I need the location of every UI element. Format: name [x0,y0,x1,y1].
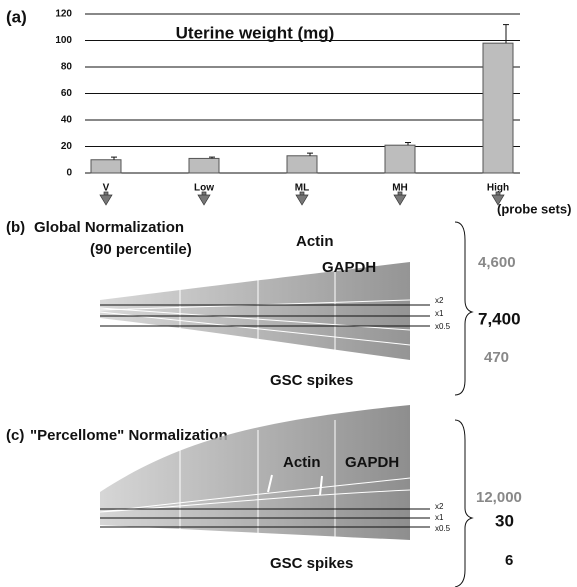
count: 7,400 [478,309,521,328]
bar [384,144,416,174]
arrow [197,191,211,206]
annotation: GAPDH [345,454,399,471]
annotation: Actin [296,233,334,250]
bar [482,42,514,174]
count: 470 [484,349,509,366]
ref-label: x2 [435,296,444,305]
arrow [99,191,113,206]
ref-label: x1 [435,309,444,318]
x-tick-label: ML [295,183,309,194]
y-tick-label: 80 [61,62,73,73]
ref-label: x2 [435,502,444,511]
ref-label: x0.5 [435,524,451,533]
chart-title: Uterine weight (mg) [176,23,335,42]
x-tick-label: MH [392,183,408,194]
y-tick-label: 100 [55,35,72,46]
panel-b: (b) Global Normalization (90 percentile)… [6,219,521,396]
panel-c: (c) "Percellome" Normalization x2 x1 x0.… [6,405,522,587]
panel-label: (a) [6,7,27,26]
y-tick-label: 60 [61,88,73,99]
brace [454,419,474,587]
ref-label: x0.5 [435,322,451,331]
footer: GSC spikes [270,372,353,389]
panel-label: (c) [6,427,24,444]
bar [188,157,220,174]
count: 6 [505,552,513,569]
count: 12,000 [476,489,522,506]
y-tick-label: 120 [55,9,72,20]
arrow [295,191,309,206]
y-tick-label: 40 [61,115,73,126]
panel-title: "Percellome" Normalization [30,427,228,444]
ref-label: x1 [435,513,444,522]
brace [454,221,474,396]
x-tick-label: V [103,183,110,194]
panel-a: (a) Uterine weight (mg) 0 20 40 60 80 100 120 V… [6,7,520,206]
arrow [491,191,505,206]
profile-fan [100,405,410,540]
x-tick-label: Low [194,183,214,194]
y-tick-label: 0 [66,168,72,179]
bar [286,155,318,174]
profile-fan [100,262,410,360]
x-tick-label: High [487,183,509,194]
count: 4,600 [478,254,516,271]
count: 30 [495,511,514,530]
panel-title: Global Normalization [34,219,184,236]
arrow [267,474,323,496]
arrow [393,191,407,206]
footer: GSC spikes [270,555,353,572]
annotation: Actin [283,454,321,471]
panel-subtitle: (90 percentile) [90,241,192,258]
panel-label: (b) [6,219,25,236]
header: (probe sets) [497,201,571,216]
annotation: GAPDH [322,259,376,276]
bar [90,159,122,174]
y-tick-label: 20 [61,141,73,152]
